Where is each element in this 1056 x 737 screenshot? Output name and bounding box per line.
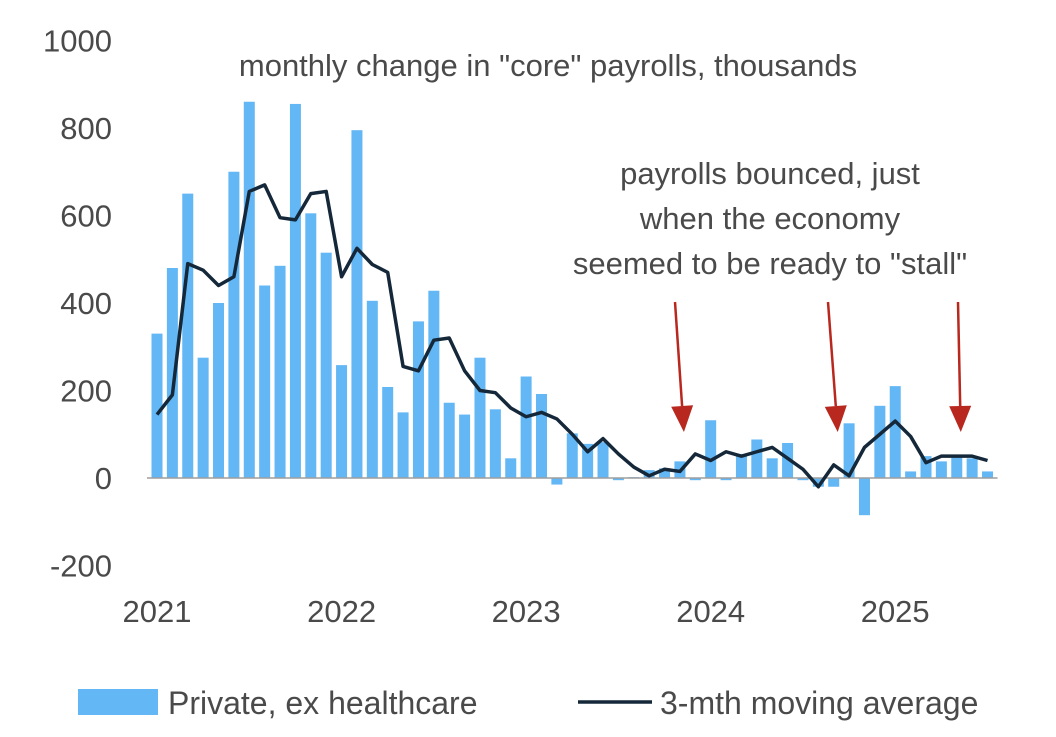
legend-bar-label: Private, ex healthcare [168,685,478,721]
bar [951,457,963,478]
x-tick-label: 2023 [492,594,561,629]
bar [412,321,424,479]
y-tick-label: 0 [95,461,112,496]
bar [935,461,947,479]
bar [243,101,255,478]
y-tick-label: 400 [60,286,112,321]
x-axis-ticks: 2021 2022 2023 2024 2025 [123,594,930,629]
annotation-arrowhead [949,405,972,432]
annotation-line-1: payrolls bounced, just [620,156,920,191]
x-tick-label: 2021 [123,594,192,629]
bar [289,103,301,478]
bar [874,405,886,478]
bar [489,409,501,478]
bar [612,478,624,481]
bar [382,387,394,478]
bar [520,376,532,478]
y-tick-label: -200 [50,549,112,584]
annotation-arrowhead [671,405,694,432]
legend-line-label: 3-mth moving average [660,685,978,721]
bar [505,458,517,478]
x-tick-label: 2024 [676,594,745,629]
bar [213,303,225,478]
bar [812,478,824,487]
bar [582,443,594,479]
bar [351,130,363,478]
bar [474,357,486,478]
bar [828,478,840,487]
bar [228,171,240,478]
bar [766,458,778,478]
annotation-arrow [826,301,838,407]
bar [720,478,732,481]
annotation-line-2: when the economy [639,201,901,236]
x-tick-label: 2025 [861,594,930,629]
chart-title: monthly change in "core" payrolls, thous… [239,48,857,83]
bar [151,333,163,479]
bar-series [151,101,994,516]
bar [274,265,286,478]
bar [336,365,348,479]
bar [551,478,563,485]
bar [858,478,870,516]
bar [443,402,455,478]
moving-average-line [155,183,988,489]
bar [566,433,578,479]
legend-bar-swatch [78,689,158,715]
annotation-line-3: seemed to be ready to "stall" [573,246,967,281]
bar [259,285,271,478]
bar [366,300,378,478]
x-tick-label: 2022 [307,594,376,629]
bar [705,420,717,478]
bar [428,290,440,478]
bar [920,456,932,479]
y-axis-ticks: -200 0 200 400 600 800 1000 [43,24,112,584]
y-tick-label: 600 [60,199,112,234]
bar [735,453,747,478]
bar [966,458,978,478]
bar [889,386,901,479]
annotation-arrowhead [824,405,847,432]
y-tick-label: 200 [60,374,112,409]
bar [905,471,917,478]
bar [751,439,763,478]
bar [182,193,194,479]
bar [197,357,209,478]
bar [320,252,332,478]
bar [305,213,317,478]
bar [166,268,178,478]
bar [536,394,547,478]
y-tick-label: 800 [60,111,112,146]
bar [597,442,609,479]
bar [397,412,409,479]
bar [843,423,855,478]
bar [982,471,994,478]
bar [659,468,671,479]
annotation-arrows [671,301,972,432]
y-tick-label: 1000 [43,24,112,59]
annotation-arrow [956,301,962,407]
bar [689,478,701,481]
legend: Private, ex healthcare 3-mth moving aver… [78,685,978,721]
bar [797,478,809,481]
bar [459,414,471,478]
bar [782,443,794,478]
annotation-arrow [673,301,684,407]
